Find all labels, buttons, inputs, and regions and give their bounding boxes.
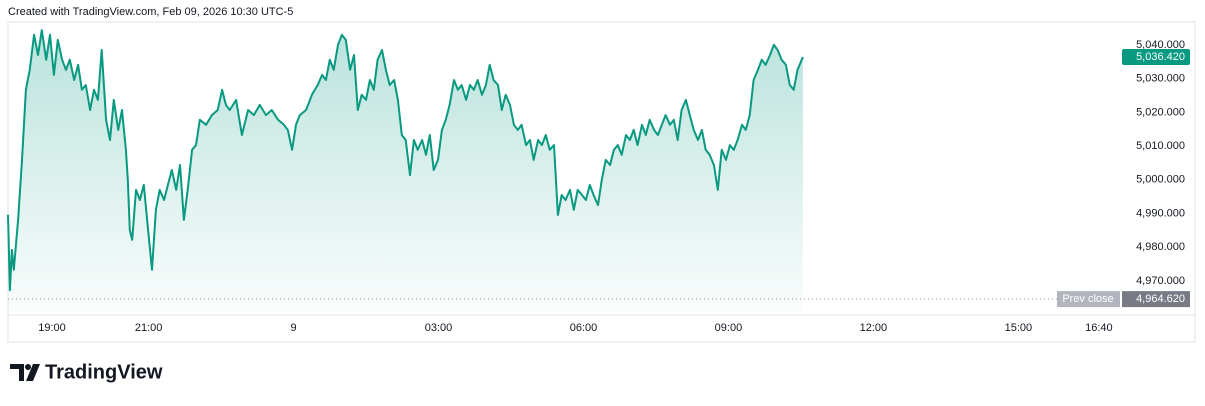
x-tick-label: 21:00 — [135, 322, 163, 334]
x-tick-label: 03:00 — [425, 322, 453, 334]
y-tick-label: 5,040.000 — [1136, 39, 1185, 51]
y-tick-label: 4,990.000 — [1136, 207, 1185, 219]
x-tick-label: 12:00 — [860, 322, 888, 334]
y-tick-label: 5,030.000 — [1136, 73, 1185, 85]
last-price-label: 5,036.420 — [1136, 51, 1185, 63]
logo-icon — [10, 364, 40, 381]
area-fill — [8, 30, 803, 312]
x-tick-label: 09:00 — [715, 322, 743, 334]
y-tick-label: 5,010.000 — [1136, 140, 1185, 152]
credit: Created with TradingView.com, Feb 09, 20… — [8, 6, 293, 18]
y-tick-label: 4,980.000 — [1136, 241, 1185, 253]
last-price-box — [1122, 48, 1190, 65]
panel-border — [7, 21, 1196, 343]
x-tick-label: 19:00 — [38, 322, 66, 334]
prev-close-value-box — [1122, 291, 1190, 308]
x-tick-label: 9 — [291, 322, 297, 334]
brand: TradingView — [45, 361, 163, 383]
y-tick-label: 4,970.000 — [1136, 275, 1185, 287]
prev-close-name-box — [1057, 291, 1120, 308]
y-tick-label: 5,000.000 — [1136, 174, 1185, 186]
price-line — [7, 29, 804, 292]
y-tick-label: 5,020.000 — [1136, 106, 1185, 118]
prev-close-value: 4,964.620 — [1136, 293, 1185, 305]
x-tick-label: 15:00 — [1005, 322, 1033, 334]
x-tick-label: 06:00 — [570, 322, 598, 334]
prev-close-name: Prev close — [1062, 293, 1113, 305]
x-tick-label: 16:40 — [1085, 322, 1113, 334]
